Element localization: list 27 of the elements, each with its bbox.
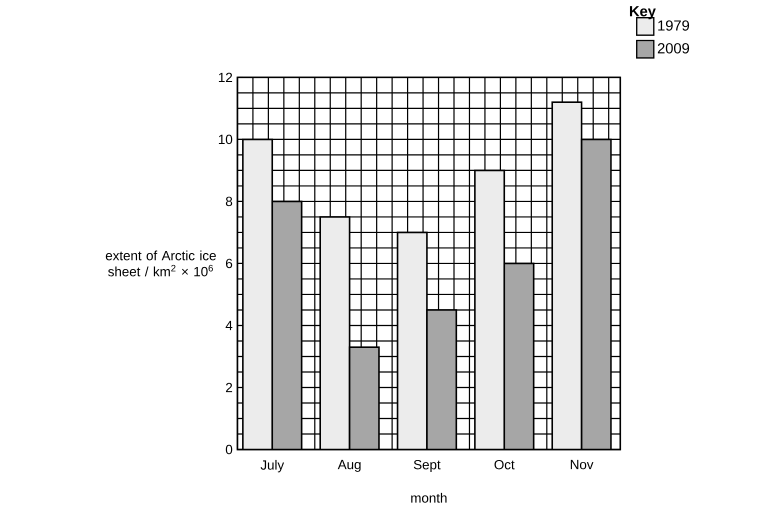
y-tick-label: 2 xyxy=(226,382,232,392)
y-tick-label: 6 xyxy=(226,258,232,268)
y-tick-label: 0 xyxy=(226,444,232,454)
y-tick-label: 12 xyxy=(218,72,232,82)
x-tick-label: Oct xyxy=(494,460,515,470)
bar xyxy=(580,138,612,450)
legend-label: 1979 xyxy=(658,20,690,31)
y-tick-label: 4 xyxy=(226,320,232,330)
bar xyxy=(320,216,350,450)
y-tick-label: 10 xyxy=(218,134,232,144)
bar xyxy=(350,347,379,450)
bar xyxy=(242,139,272,450)
y-tick-label: 8 xyxy=(226,196,232,206)
x-tick-label: Sept xyxy=(414,460,441,472)
bar xyxy=(272,201,302,450)
bar xyxy=(474,170,504,450)
bar xyxy=(504,263,534,450)
y-axis-title: extent of Arctic ice sheet / km$^{2}$ × 10$^{6}$ xyxy=(106,250,216,276)
legend-title: Key xyxy=(630,6,656,20)
bar xyxy=(426,310,456,450)
x-tick-label: July xyxy=(260,460,284,472)
x-axis-title: month xyxy=(411,492,447,503)
bar xyxy=(398,232,427,450)
x-tick-label: Nov xyxy=(570,460,594,470)
x-tick-label: Aug xyxy=(338,460,361,472)
legend-label: 2009 xyxy=(658,43,690,54)
bar xyxy=(551,101,582,450)
